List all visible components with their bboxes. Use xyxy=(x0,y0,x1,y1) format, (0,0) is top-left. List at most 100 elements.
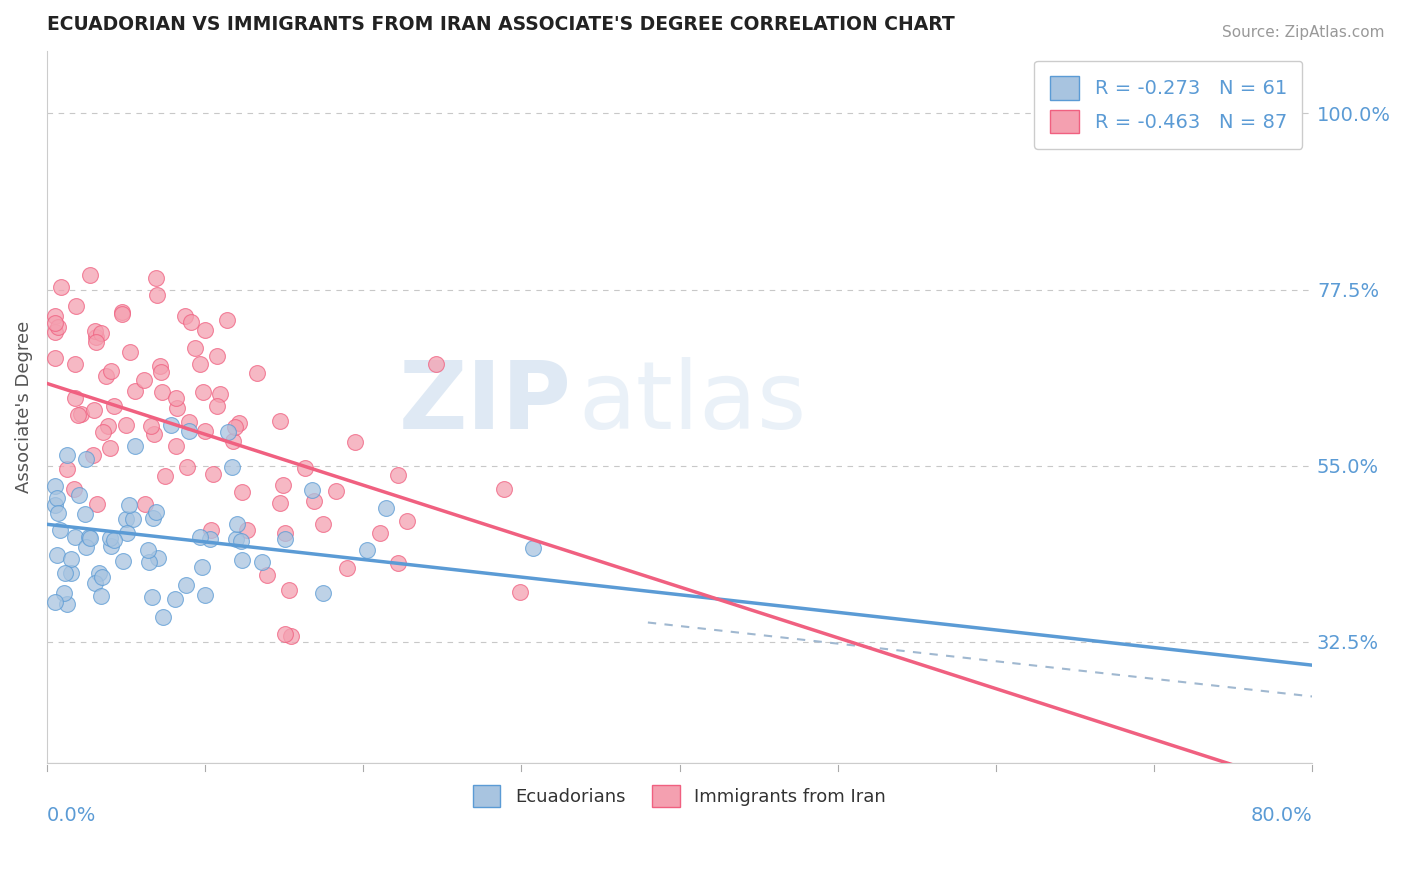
Point xyxy=(63,391,86,405)
Point xyxy=(67,488,90,502)
Point xyxy=(111,308,134,322)
Point xyxy=(217,425,239,439)
Point xyxy=(115,417,138,432)
Point xyxy=(271,477,294,491)
Point xyxy=(152,385,174,400)
Point xyxy=(194,323,217,337)
Point xyxy=(44,310,66,324)
Point xyxy=(56,448,79,462)
Point xyxy=(250,555,273,569)
Point xyxy=(269,414,291,428)
Point xyxy=(98,441,121,455)
Point xyxy=(146,287,169,301)
Point xyxy=(425,358,447,372)
Point xyxy=(174,309,197,323)
Point xyxy=(277,582,299,597)
Point xyxy=(112,554,135,568)
Point xyxy=(344,435,367,450)
Point xyxy=(46,319,69,334)
Point xyxy=(142,510,165,524)
Point xyxy=(180,315,202,329)
Point xyxy=(188,530,211,544)
Point xyxy=(46,548,69,562)
Point xyxy=(56,597,79,611)
Point xyxy=(152,610,174,624)
Y-axis label: Associate's Degree: Associate's Degree xyxy=(15,321,32,493)
Point xyxy=(84,334,107,349)
Point xyxy=(188,357,211,371)
Point xyxy=(86,497,108,511)
Point xyxy=(200,532,222,546)
Point xyxy=(70,407,93,421)
Point xyxy=(83,576,105,591)
Text: Source: ZipAtlas.com: Source: ZipAtlas.com xyxy=(1222,25,1385,40)
Point xyxy=(294,461,316,475)
Point xyxy=(174,578,197,592)
Point xyxy=(139,419,162,434)
Point xyxy=(79,530,101,544)
Point xyxy=(60,552,83,566)
Point xyxy=(225,532,247,546)
Point xyxy=(44,316,66,330)
Point xyxy=(115,512,138,526)
Text: 0.0%: 0.0% xyxy=(46,806,96,825)
Point xyxy=(100,539,122,553)
Point xyxy=(325,484,347,499)
Point xyxy=(194,424,217,438)
Point xyxy=(336,561,359,575)
Point xyxy=(205,349,228,363)
Point xyxy=(231,485,253,500)
Point xyxy=(60,566,83,580)
Point xyxy=(103,533,125,548)
Point xyxy=(146,550,169,565)
Point xyxy=(115,526,138,541)
Point xyxy=(149,359,172,374)
Point xyxy=(98,531,121,545)
Point xyxy=(166,401,188,415)
Point xyxy=(91,570,114,584)
Point xyxy=(245,367,267,381)
Point xyxy=(65,357,87,371)
Point xyxy=(117,498,139,512)
Point xyxy=(94,368,117,383)
Point xyxy=(228,416,250,430)
Point xyxy=(118,345,141,359)
Point xyxy=(177,415,200,429)
Point xyxy=(375,501,398,516)
Point xyxy=(76,452,98,467)
Point xyxy=(202,467,225,481)
Point xyxy=(79,268,101,282)
Point xyxy=(280,629,302,643)
Point xyxy=(522,541,544,556)
Point xyxy=(86,330,108,344)
Point xyxy=(84,325,107,339)
Point xyxy=(83,403,105,417)
Point xyxy=(46,491,69,505)
Point xyxy=(165,439,187,453)
Point xyxy=(65,300,87,314)
Point xyxy=(67,408,90,422)
Point xyxy=(91,425,114,440)
Point xyxy=(49,280,72,294)
Point xyxy=(141,590,163,604)
Point xyxy=(215,313,238,327)
Point xyxy=(100,364,122,378)
Point xyxy=(304,494,326,508)
Point xyxy=(176,460,198,475)
Text: ECUADORIAN VS IMMIGRANTS FROM IRAN ASSOCIATE'S DEGREE CORRELATION CHART: ECUADORIAN VS IMMIGRANTS FROM IRAN ASSOC… xyxy=(46,15,955,34)
Point xyxy=(149,365,172,379)
Point xyxy=(44,325,66,339)
Point xyxy=(44,351,66,365)
Point xyxy=(155,468,177,483)
Point xyxy=(494,482,516,496)
Text: atlas: atlas xyxy=(578,358,807,450)
Point xyxy=(221,460,243,475)
Point xyxy=(134,498,156,512)
Point xyxy=(387,468,409,483)
Point xyxy=(200,523,222,537)
Point xyxy=(191,385,214,400)
Point xyxy=(62,482,84,496)
Point xyxy=(134,373,156,387)
Text: 80.0%: 80.0% xyxy=(1250,806,1312,825)
Point xyxy=(145,270,167,285)
